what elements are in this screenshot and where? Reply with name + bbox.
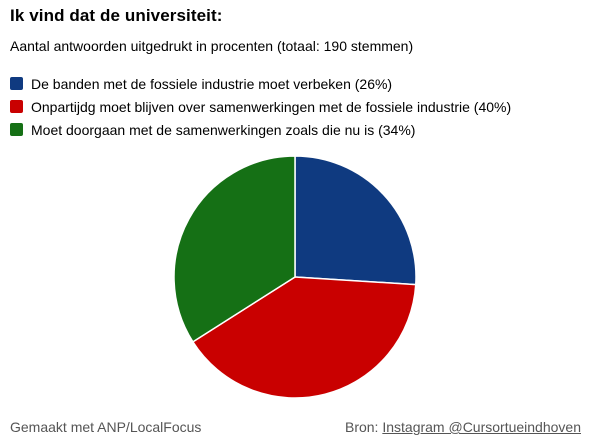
legend-swatch <box>10 100 23 113</box>
legend-item: Moet doorgaan met de samenwerkingen zoal… <box>10 118 511 141</box>
legend-item: Onpartijdg moet blijven over samenwerkin… <box>10 95 511 118</box>
chart-subtitle: Aantal antwoorden uitgedrukt in procente… <box>10 38 414 54</box>
source-credit: Bron: Instagram @Cursortueindhoven <box>345 419 581 435</box>
source-link[interactable]: Instagram @Cursortueindhoven <box>382 419 581 435</box>
legend-label: Moet doorgaan met de samenwerkingen zoal… <box>31 121 416 138</box>
legend-swatch <box>10 123 23 136</box>
legend-item: De banden met de fossiele industrie moet… <box>10 72 511 95</box>
made-with-credit: Gemaakt met ANP/LocalFocus <box>10 419 202 435</box>
legend-label: De banden met de fossiele industrie moet… <box>31 75 393 92</box>
legend-label: Onpartijdg moet blijven over samenwerkin… <box>31 98 512 115</box>
chart-title: Ik vind dat de universiteit: <box>10 6 223 25</box>
pie-slice-0 <box>294 155 417 286</box>
legend-swatch <box>10 77 23 90</box>
legend: De banden met de fossiele industrie moet… <box>10 72 511 141</box>
pie-slice-2 <box>173 155 296 343</box>
source-label: Bron: <box>344 419 379 435</box>
